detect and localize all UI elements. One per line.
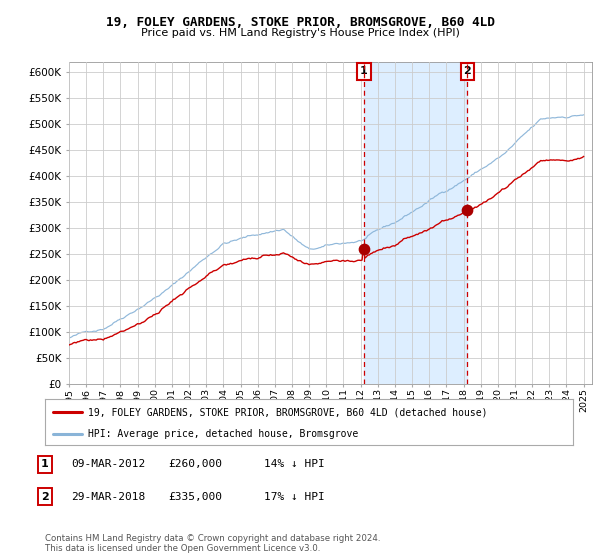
Point (359, 244, 368, 253)
Text: 14% ↓ HPI: 14% ↓ HPI (264, 459, 325, 469)
Text: £260,000: £260,000 (168, 459, 222, 469)
Point (463, 205, 472, 214)
Text: 1: 1 (41, 459, 49, 469)
Text: £335,000: £335,000 (168, 492, 222, 502)
Text: 29-MAR-2018: 29-MAR-2018 (71, 492, 145, 502)
Text: 19, FOLEY GARDENS, STOKE PRIOR, BROMSGROVE, B60 4LD (detached house): 19, FOLEY GARDENS, STOKE PRIOR, BROMSGRO… (88, 407, 488, 417)
Bar (364, 62, 467, 384)
Text: Price paid vs. HM Land Registry's House Price Index (HPI): Price paid vs. HM Land Registry's House … (140, 28, 460, 38)
Text: 17% ↓ HPI: 17% ↓ HPI (264, 492, 325, 502)
Text: HPI: Average price, detached house, Bromsgrove: HPI: Average price, detached house, Brom… (88, 429, 359, 438)
Text: 1: 1 (360, 67, 368, 76)
Text: 19, FOLEY GARDENS, STOKE PRIOR, BROMSGROVE, B60 4LD: 19, FOLEY GARDENS, STOKE PRIOR, BROMSGRO… (106, 16, 494, 29)
Text: 2: 2 (41, 492, 49, 502)
Text: 09-MAR-2012: 09-MAR-2012 (71, 459, 145, 469)
Text: Contains HM Land Registry data © Crown copyright and database right 2024.
This d: Contains HM Land Registry data © Crown c… (45, 534, 380, 553)
Text: 2: 2 (464, 67, 472, 76)
